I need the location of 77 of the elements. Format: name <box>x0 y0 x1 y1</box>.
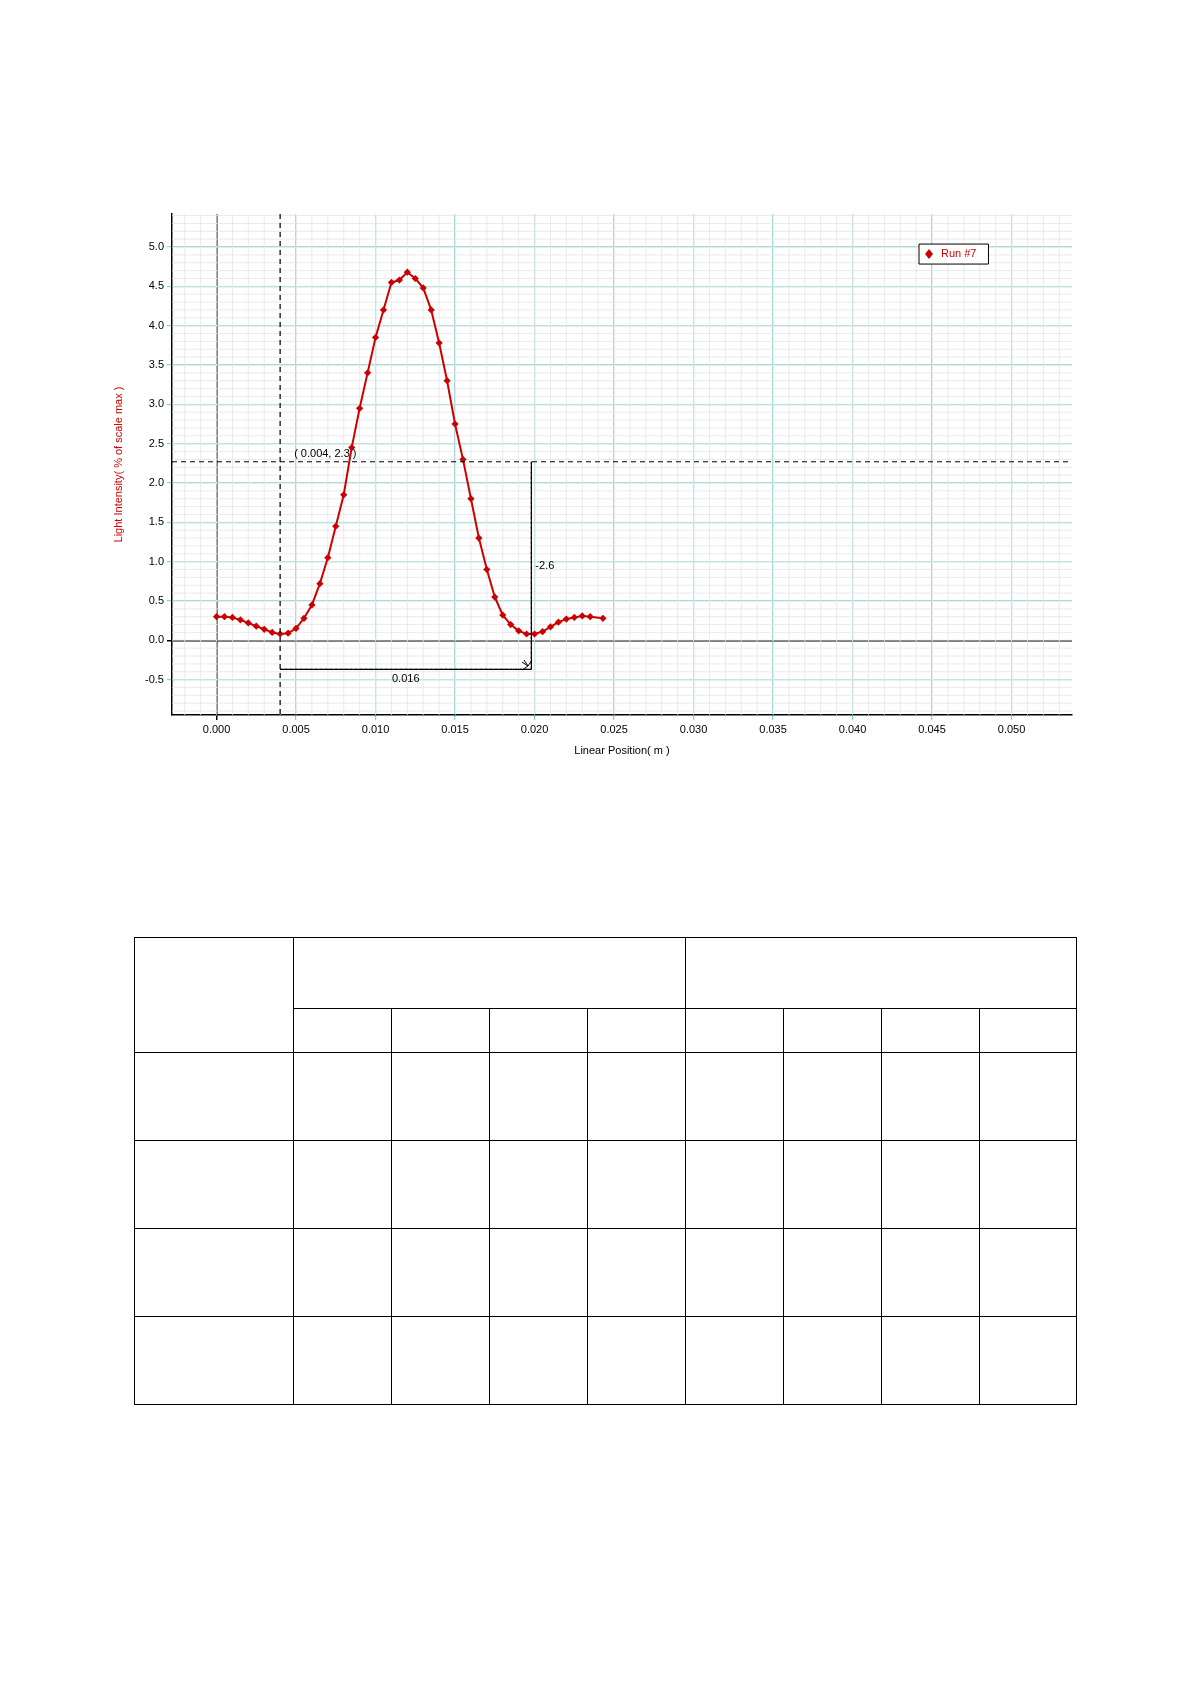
y-tick-label: 5.0 <box>148 240 164 253</box>
point <box>459 456 467 463</box>
point <box>332 523 339 530</box>
point <box>221 613 228 620</box>
x-tick-label: 0.030 <box>679 722 708 735</box>
point <box>356 405 363 412</box>
point <box>467 495 475 502</box>
point <box>340 491 347 498</box>
y-tick-label: 0.5 <box>148 593 164 606</box>
point <box>420 284 427 292</box>
point <box>507 621 514 628</box>
point <box>300 615 308 622</box>
point <box>451 420 459 428</box>
point <box>388 279 395 286</box>
point <box>547 623 554 631</box>
point <box>316 580 324 587</box>
point <box>555 618 562 626</box>
point <box>539 628 546 635</box>
y-tick-label: 4.5 <box>148 279 164 292</box>
annotation: -2.6 <box>535 558 555 571</box>
point <box>276 630 284 638</box>
y-tick-label: -0.5 <box>145 672 164 685</box>
point <box>261 626 268 633</box>
y-tick-label: 2.5 <box>148 436 164 449</box>
ref-line-label: ( 0.004, 2.3 ) <box>294 447 357 460</box>
point <box>571 614 578 621</box>
y-tick-label: 1.5 <box>148 515 164 528</box>
point <box>412 275 419 282</box>
point <box>531 630 538 638</box>
point <box>523 630 530 638</box>
point <box>253 622 260 630</box>
point <box>587 613 594 620</box>
point <box>237 616 244 624</box>
point <box>284 630 292 637</box>
y-axis-title: Light Intensity( % of scale max ) <box>111 386 124 543</box>
point <box>292 625 300 632</box>
point <box>213 613 220 620</box>
y-tick-label: 1.0 <box>148 554 164 567</box>
x-tick-label: 0.040 <box>838 722 867 735</box>
x-tick-label: 0.005 <box>282 722 310 735</box>
x-tick-label: 0.035 <box>759 722 787 735</box>
legend-label: Run #7 <box>941 247 977 260</box>
y-tick-label: 3.5 <box>148 358 164 371</box>
point <box>308 601 316 609</box>
y-tick-label: 0.0 <box>148 633 164 646</box>
x-axis-title: Linear Position( m ) <box>574 744 670 757</box>
point <box>404 269 411 276</box>
point <box>364 369 371 377</box>
point <box>579 612 586 620</box>
annotation: 0.016 <box>391 671 420 684</box>
x-tick-label: 0.025 <box>600 722 628 735</box>
point <box>229 614 236 621</box>
point <box>475 534 483 542</box>
x-tick-label: 0.020 <box>520 722 549 735</box>
x-tick-label: 0.010 <box>361 722 390 735</box>
point <box>599 615 607 622</box>
point <box>563 615 570 623</box>
point <box>491 593 498 601</box>
point <box>499 611 506 619</box>
point <box>515 627 522 635</box>
y-tick-label: 4.0 <box>148 318 164 331</box>
point <box>443 377 451 384</box>
point <box>245 619 252 627</box>
point <box>483 566 491 573</box>
point <box>427 306 435 314</box>
point <box>324 554 332 561</box>
point <box>372 334 379 341</box>
x-tick-label: 0.015 <box>441 722 469 735</box>
x-tick-label: 0.050 <box>997 722 1026 735</box>
point <box>268 629 276 636</box>
x-tick-label: 0.045 <box>918 722 946 735</box>
point <box>396 276 403 284</box>
x-tick-label: 0.000 <box>202 722 231 735</box>
point <box>380 306 387 314</box>
y-tick-label: 2.0 <box>148 476 164 489</box>
point <box>435 339 443 347</box>
y-tick-label: 3.0 <box>148 397 164 410</box>
